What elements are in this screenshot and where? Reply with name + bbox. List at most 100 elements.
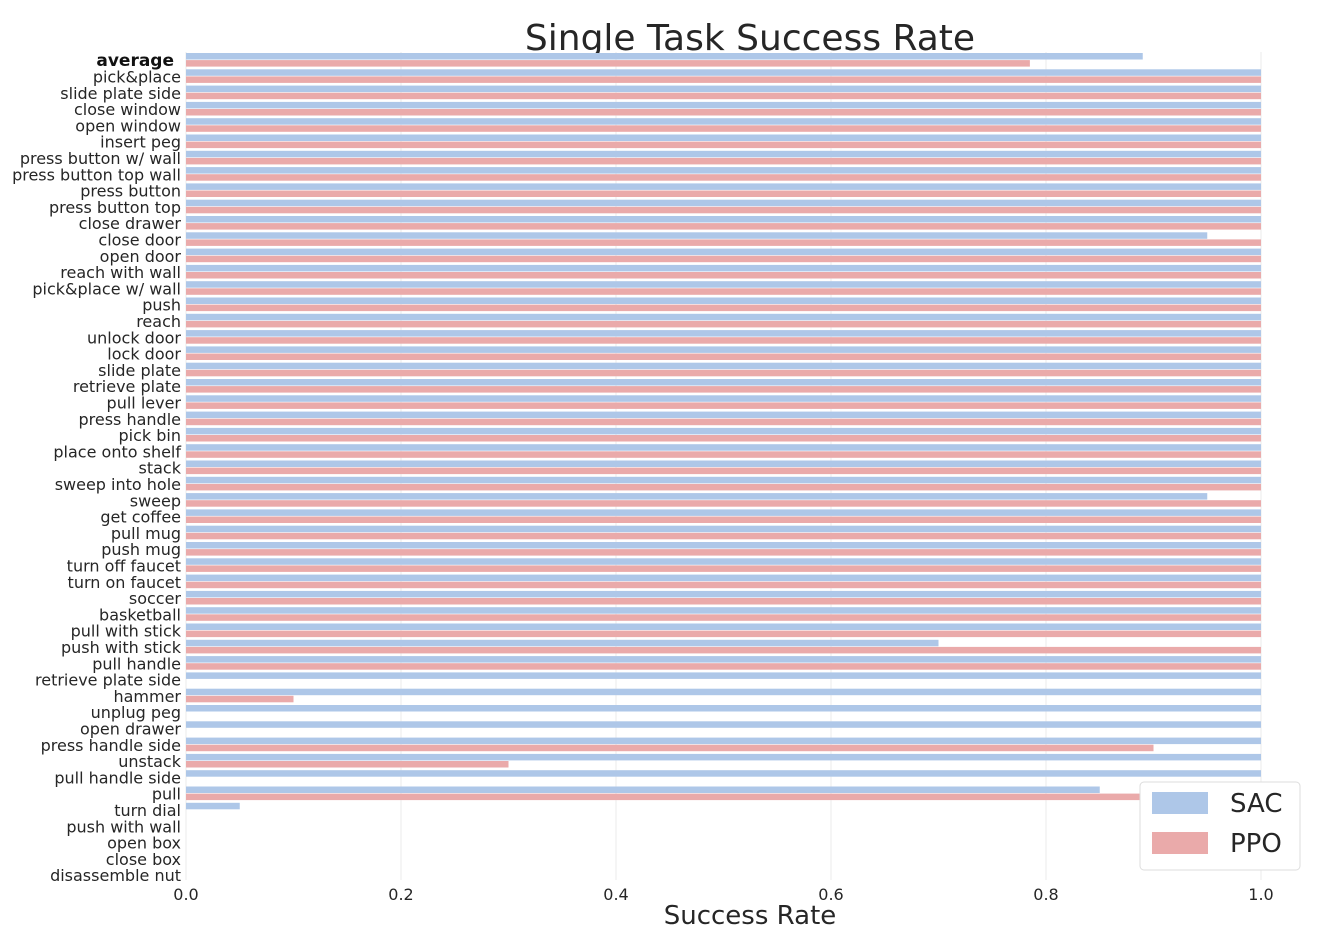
category-label: press button bbox=[80, 182, 181, 201]
category-label: open window bbox=[75, 116, 181, 135]
category-label: hammer bbox=[113, 687, 181, 706]
category-label: press handle bbox=[78, 410, 181, 429]
legend-label-ppo: PPO bbox=[1230, 829, 1282, 859]
x-tick-label: 0.2 bbox=[388, 885, 413, 904]
category-label: slide plate side bbox=[60, 84, 181, 103]
bar-ppo bbox=[186, 141, 1261, 149]
bar-sac bbox=[186, 330, 1261, 337]
bar-ppo bbox=[186, 581, 1261, 589]
bar-ppo bbox=[186, 223, 1261, 230]
category-label: basketball bbox=[99, 605, 181, 624]
category-label: turn on faucet bbox=[68, 573, 181, 592]
bar-sac bbox=[186, 607, 1261, 614]
bar-ppo bbox=[186, 125, 1261, 132]
bar-sac bbox=[186, 150, 1261, 158]
bar-sac bbox=[186, 134, 1261, 141]
bar-ppo bbox=[186, 467, 1261, 475]
category-label: insert peg bbox=[100, 133, 181, 152]
bar-ppo bbox=[186, 157, 1261, 165]
bar-sac bbox=[186, 444, 1261, 451]
category-label: disassemble nut bbox=[50, 866, 181, 885]
bar-ppo bbox=[186, 418, 1261, 426]
bar-sac bbox=[186, 574, 1261, 582]
category-label: lock door bbox=[107, 345, 181, 364]
bar-ppo bbox=[186, 646, 1261, 654]
bar-ppo bbox=[186, 630, 1261, 638]
category-label: open door bbox=[100, 247, 182, 266]
category-label: slide plate bbox=[98, 361, 181, 380]
category-label: close drawer bbox=[79, 214, 182, 233]
bar-sac bbox=[186, 705, 1261, 712]
bar-ppo bbox=[186, 663, 1261, 670]
bar-ppo bbox=[186, 320, 1261, 328]
category-label: close door bbox=[98, 230, 181, 249]
bar-ppo bbox=[186, 516, 1261, 523]
category-label: pull lever bbox=[107, 393, 182, 412]
category-label: turn off faucet bbox=[67, 556, 181, 575]
bar-sac bbox=[186, 232, 1208, 239]
category-label: unlock door bbox=[87, 328, 181, 347]
bar-sac bbox=[186, 753, 1261, 761]
bar-ppo bbox=[186, 402, 1261, 409]
bar-ppo bbox=[186, 614, 1261, 621]
category-label: pull mug bbox=[111, 524, 181, 543]
bar-sac bbox=[186, 281, 1261, 288]
bar-sac bbox=[186, 476, 1261, 484]
category-label: pull handle side bbox=[54, 768, 181, 787]
bar-sac bbox=[186, 786, 1100, 793]
bar-sac bbox=[186, 183, 1261, 190]
bar-sac bbox=[186, 411, 1261, 419]
category-label: retrieve plate bbox=[73, 377, 181, 396]
bar-ppo bbox=[186, 695, 294, 703]
category-label: open box bbox=[107, 834, 181, 853]
bar-sac bbox=[186, 118, 1261, 125]
bar-sac bbox=[186, 53, 1143, 60]
bar-ppo bbox=[186, 532, 1261, 540]
bar-ppo bbox=[186, 744, 1154, 752]
bar-sac bbox=[186, 101, 1261, 109]
legend: SAC PPO bbox=[1139, 781, 1301, 871]
category-label: sweep bbox=[130, 491, 181, 510]
bar-sac bbox=[186, 688, 1261, 696]
bar-ppo bbox=[186, 451, 1261, 458]
bar-ppo bbox=[186, 288, 1261, 295]
bar-sac bbox=[186, 362, 1261, 370]
bar-sac bbox=[186, 248, 1261, 256]
bar-sac bbox=[186, 297, 1261, 304]
bar-sac bbox=[186, 656, 1261, 663]
category-label: pull bbox=[152, 785, 181, 804]
x-tick-label: 0.8 bbox=[1033, 885, 1058, 904]
bar-sac bbox=[186, 737, 1261, 745]
bar-sac bbox=[186, 346, 1261, 353]
bar-sac bbox=[186, 721, 1261, 728]
bar-ppo bbox=[186, 337, 1261, 344]
category-label: open drawer bbox=[80, 719, 181, 738]
bar-sac bbox=[186, 525, 1261, 533]
chart-title: Single Task Success Rate bbox=[525, 18, 975, 59]
category-label: push mug bbox=[101, 540, 181, 559]
category-label: soccer bbox=[129, 589, 182, 608]
bar-sac bbox=[186, 542, 1261, 549]
category-label: retrieve plate side bbox=[35, 671, 181, 690]
category-label: stack bbox=[139, 459, 182, 478]
bar-ppo bbox=[186, 369, 1261, 377]
x-tick-labels: 0.0 0.2 0.4 0.6 0.8 1.0 bbox=[173, 885, 1273, 904]
bar-sac bbox=[186, 493, 1208, 500]
bar-ppo bbox=[186, 92, 1261, 100]
bar-ppo bbox=[186, 386, 1261, 393]
legend-swatch-ppo bbox=[1152, 832, 1208, 854]
bar-ppo bbox=[186, 353, 1261, 360]
category-label: get coffee bbox=[100, 508, 181, 527]
category-label: pick&place bbox=[93, 67, 181, 86]
bar-ppo bbox=[186, 793, 1154, 801]
x-tick-label: 1.0 bbox=[1248, 885, 1273, 904]
category-label: press button w/ wall bbox=[20, 149, 181, 168]
bar-sac bbox=[186, 460, 1261, 467]
bar-sac bbox=[186, 558, 1261, 565]
category-label: turn dial bbox=[114, 801, 181, 820]
legend-label-sac: SAC bbox=[1230, 789, 1282, 819]
category-label: pull with stick bbox=[71, 622, 182, 641]
bar-sac bbox=[186, 313, 1261, 321]
bar-sac bbox=[186, 216, 1261, 223]
